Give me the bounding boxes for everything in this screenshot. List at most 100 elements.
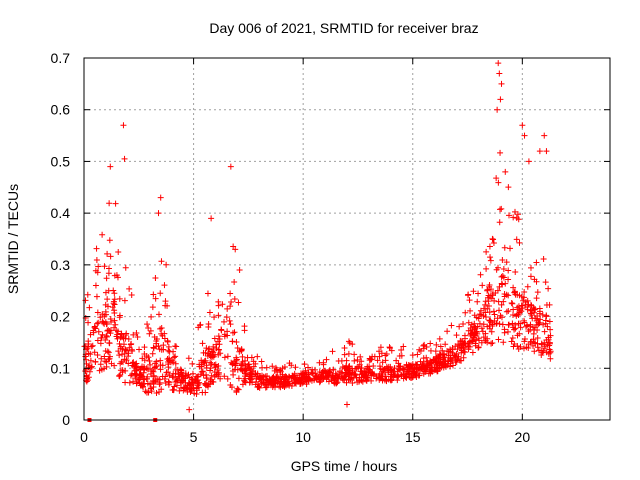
data-point: [349, 367, 356, 374]
data-point: [214, 367, 221, 374]
data-point: [541, 328, 548, 335]
data-point: [358, 358, 365, 365]
data-point: [241, 327, 248, 334]
data-point: [536, 148, 543, 155]
data-point: [155, 342, 162, 349]
data-point: [140, 369, 147, 376]
data-point: [474, 323, 481, 330]
data-point: [477, 271, 484, 278]
data-point: [529, 315, 536, 322]
data-point: [221, 354, 228, 361]
data-point: [93, 256, 100, 263]
data-point: [501, 244, 508, 251]
data-point: [118, 358, 125, 365]
data-point: [505, 321, 512, 328]
data-point: [525, 328, 532, 335]
data-point: [376, 353, 383, 360]
data-point: [202, 357, 209, 364]
data-point: [475, 344, 482, 351]
data-point: [227, 381, 234, 388]
data-point: [352, 371, 359, 378]
data-point: [510, 214, 517, 221]
data-point: [494, 315, 501, 322]
data-point: [510, 284, 517, 291]
data-point: [145, 324, 152, 331]
data-point: [521, 132, 528, 139]
data-point: [497, 312, 504, 319]
data-point: [150, 291, 157, 298]
data-point: [541, 345, 548, 352]
data-point: [185, 380, 192, 387]
data-point: [221, 373, 228, 380]
data-point: [537, 316, 544, 323]
data-point: [242, 375, 249, 382]
x-tick-label: 5: [190, 429, 198, 445]
data-point: [94, 352, 101, 359]
data-point: [515, 303, 522, 310]
data-point: [468, 321, 475, 328]
data-point: [105, 287, 112, 294]
data-point: [427, 347, 434, 354]
data-point: [157, 357, 164, 364]
data-point: [104, 348, 111, 355]
data-point: [290, 377, 297, 384]
data-point: [391, 365, 398, 372]
data-point: [521, 288, 528, 295]
data-point: [108, 360, 115, 367]
data-point: [118, 334, 125, 341]
data-point: [440, 350, 447, 357]
data-point: [483, 314, 490, 321]
data-point: [247, 379, 254, 386]
data-point: [546, 318, 553, 325]
data-point: [540, 321, 547, 328]
data-point: [483, 248, 490, 255]
data-point: [494, 106, 501, 113]
data-point: [114, 274, 121, 281]
data-point: [111, 324, 118, 331]
data-point: [466, 297, 473, 304]
data-point: [235, 299, 242, 306]
data-point: [524, 283, 531, 290]
data-point: [172, 378, 179, 385]
data-point: [186, 406, 193, 413]
data-point: [497, 206, 504, 213]
data-point: [467, 307, 474, 314]
data-point: [93, 245, 100, 252]
data-point: [484, 287, 491, 294]
data-point: [482, 309, 489, 316]
data-point: [165, 364, 172, 371]
data-point: [397, 363, 404, 370]
data-point: [490, 308, 497, 315]
data-point: [200, 372, 207, 379]
data-point: [98, 335, 105, 342]
data-point: [139, 355, 146, 362]
data-point: [120, 341, 127, 348]
data-point: [480, 334, 487, 341]
data-point: [211, 369, 218, 376]
data-point: [545, 336, 552, 343]
data-point: [498, 314, 505, 321]
data-point: [99, 331, 106, 338]
data-point: [150, 383, 157, 390]
data-point: [445, 358, 452, 365]
data-point: [278, 376, 285, 383]
data-point: [117, 371, 124, 378]
data-point: [490, 240, 497, 247]
data-point: [107, 253, 114, 260]
data-point: [517, 343, 524, 350]
y-tick-label: 0: [62, 412, 70, 428]
data-point: [148, 388, 155, 395]
data-point: [523, 323, 530, 330]
data-point: [377, 344, 384, 351]
data-point: [150, 373, 157, 380]
data-point: [210, 353, 217, 360]
data-point: [269, 363, 276, 370]
data-point: [127, 372, 134, 379]
data-point: [185, 355, 192, 362]
data-point: [122, 264, 129, 271]
data-point: [437, 351, 444, 358]
data-point: [125, 336, 132, 343]
data-point: [530, 342, 537, 349]
data-point: [206, 352, 213, 359]
data-point: [317, 378, 324, 385]
